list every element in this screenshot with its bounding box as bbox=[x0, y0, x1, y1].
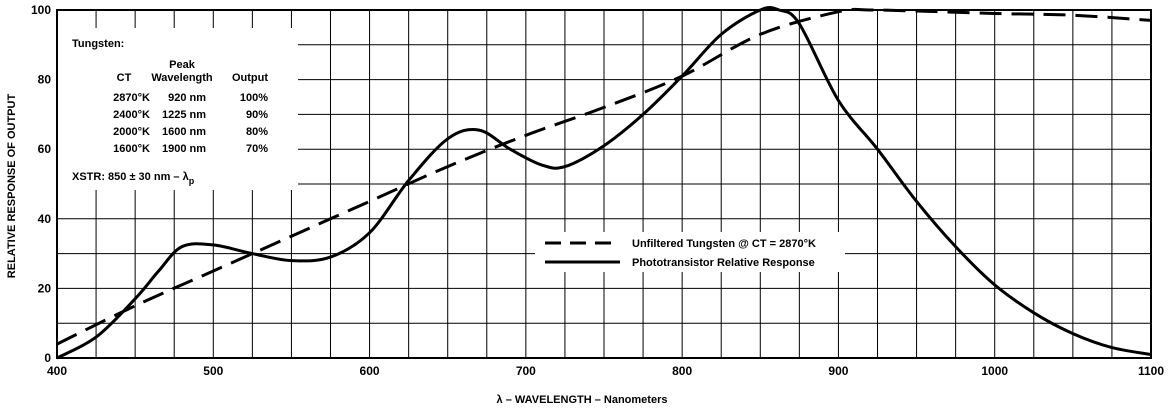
x-tick-label: 400 bbox=[47, 364, 67, 378]
annotation-footnote-main: XSTR: 850 ± 30 nm – λ bbox=[72, 171, 189, 183]
annotation-rows: 2870°K 920 nm 100% 2400°K 1225 nm 90% 2000°K 16… bbox=[113, 92, 268, 155]
annotation-table-heading: Tungsten: bbox=[72, 38, 124, 50]
legend-background bbox=[535, 232, 845, 272]
series-group bbox=[56, 6, 1152, 360]
annotation-col-header-ct: CT bbox=[117, 72, 132, 84]
x-tick-label: 900 bbox=[828, 364, 848, 378]
x-tick-label: 1000 bbox=[981, 364, 1008, 378]
series-line-tungsten bbox=[56, 7, 1152, 346]
annotation-cell: 90% bbox=[246, 109, 268, 121]
legend-label-tungsten: Unfiltered Tungsten @ CT = 2870°K bbox=[632, 238, 816, 250]
legend-label-phototransistor: Phototransistor Relative Response bbox=[632, 257, 815, 269]
y-tick-label: 100 bbox=[31, 3, 51, 17]
y-tick-label: 20 bbox=[38, 281, 52, 295]
annotation-cell: 70% bbox=[246, 143, 268, 155]
y-tick-label: 40 bbox=[38, 212, 52, 226]
y-tick-label: 80 bbox=[38, 73, 52, 87]
plot-frame bbox=[56, 9, 1152, 359]
annotation-cell: 1225 nm bbox=[162, 109, 206, 121]
y-tick-label: 0 bbox=[44, 351, 51, 365]
annotation-cell: 1900 nm bbox=[162, 143, 206, 155]
x-tick-label: 700 bbox=[516, 364, 536, 378]
annotation-col-header-output: Output bbox=[232, 72, 268, 84]
annotation-footnote: XSTR: 850 ± 30 nm – λp bbox=[72, 171, 195, 186]
x-axis-title: λ – WAVELENGTH – Nanometers bbox=[497, 394, 668, 406]
annotation-cell: 1600 nm bbox=[162, 126, 206, 138]
annotation-cell: 920 nm bbox=[168, 92, 206, 104]
annotation-footnote-subscript: p bbox=[189, 176, 195, 186]
annotation-table: Tungsten: Peak CT Wavelength Output 2870… bbox=[58, 28, 298, 190]
x-tick-label: 1100 bbox=[1138, 364, 1164, 378]
y-axis-title: RELATIVE RESPONSE OF OUTPUT bbox=[6, 94, 18, 279]
annotation-col-header-wavelength: Wavelength bbox=[151, 72, 213, 84]
legend: Unfiltered Tungsten @ CT = 2870°K Photot… bbox=[535, 232, 845, 272]
annotation-cell: 2870°K bbox=[113, 92, 150, 104]
x-tick-label: 500 bbox=[203, 364, 223, 378]
y-tick-label: 60 bbox=[38, 142, 52, 156]
x-tick-label: 800 bbox=[672, 364, 692, 378]
annotation-table-background bbox=[58, 28, 298, 190]
annotation-cell: 1600°K bbox=[113, 143, 150, 155]
annotation-cell: 2000°K bbox=[113, 126, 150, 138]
x-tick-label: 600 bbox=[360, 364, 380, 378]
y-tick-labels: 0 20 40 60 80 100 bbox=[31, 3, 51, 365]
annotation-col-header-peak: Peak bbox=[169, 59, 196, 71]
x-tick-labels: 400 500 600 700 800 900 1000 1100 bbox=[47, 364, 1164, 378]
annotation-cell: 100% bbox=[240, 92, 268, 104]
annotation-cell: 2400°K bbox=[113, 109, 150, 121]
annotation-cell: 80% bbox=[246, 126, 268, 138]
series-line-phototransistor bbox=[56, 6, 1152, 360]
